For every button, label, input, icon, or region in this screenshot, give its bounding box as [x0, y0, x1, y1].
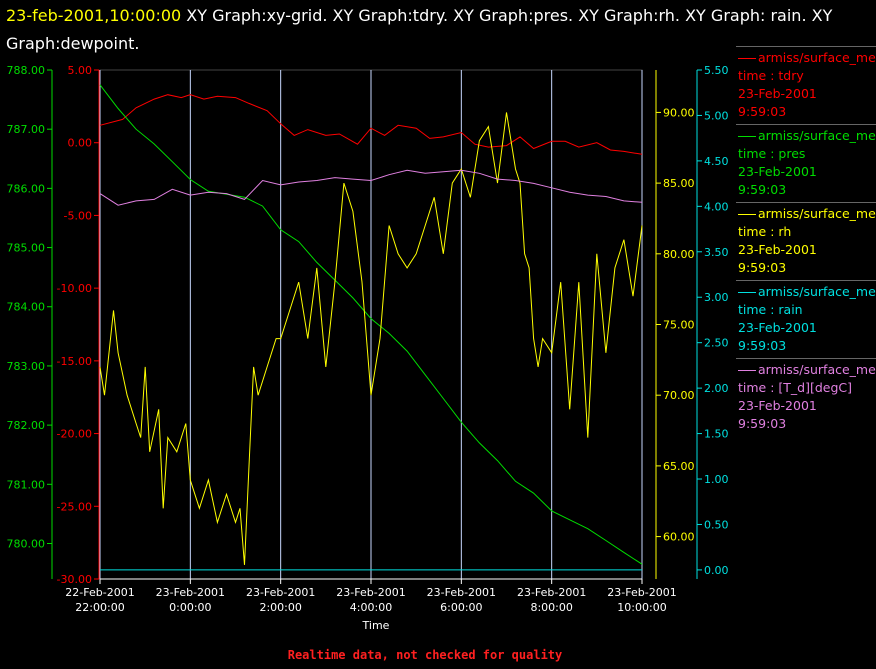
legend-swatch [738, 214, 756, 215]
rh-tick-label: 80.00 [663, 248, 695, 261]
pres-tick-label: 780.00 [7, 537, 46, 550]
series-t-d-degc [99, 169, 643, 206]
legend-line2: time : rh [738, 224, 792, 239]
legend-source-text: armiss/surface_me [758, 206, 876, 221]
rh-tick-label: 65.00 [663, 460, 695, 473]
pres-tick-label: 782.00 [7, 419, 46, 432]
x-tick-label: 8:00:00 [530, 601, 572, 614]
xy-graph: 22-Feb-2001 22:00:00 23-Feb-2001 0:00:00 23-… [7, 64, 729, 632]
pres-tick-label: 781.00 [7, 478, 46, 491]
temp-tick-label: 5.00 [68, 64, 93, 77]
rh-tick-label: 75.00 [663, 319, 695, 332]
legend-line3: 23-Feb-2001 [738, 242, 817, 257]
legend-swatch [738, 58, 756, 59]
legend-line2: time : [T_d][degC] [738, 380, 853, 395]
legend-source-text: armiss/surface_me [758, 50, 876, 65]
pres-tick-label: 784.00 [7, 301, 46, 314]
pres-tick-label: 788.00 [7, 64, 46, 77]
legend-source-text: armiss/surface_me [758, 128, 876, 143]
x-tick-label: 23-Feb-2001 [427, 586, 496, 599]
rh-tick-label: 60.00 [663, 531, 695, 544]
legend-line2: time : rain [738, 302, 803, 317]
x-tick-label: 4:00:00 [350, 601, 392, 614]
legend-source: armiss/surface_me [738, 49, 876, 67]
legend-source: armiss/surface_me [738, 205, 876, 223]
x-tick-label: 23-Feb-2001 [517, 586, 586, 599]
legend-line4: 9:59:03 [738, 104, 787, 119]
x-tick-label: 2:00:00 [259, 601, 301, 614]
rain-tick-label: 3.50 [704, 246, 729, 259]
legend-source: armiss/surface_me [738, 127, 876, 145]
temp-tick-label: 0.00 [68, 137, 93, 150]
x-tick-label: 0:00:00 [169, 601, 211, 614]
pres-tick-label: 786.00 [7, 182, 46, 195]
pres-tick-label: 787.00 [7, 123, 46, 136]
legend-line4: 9:59:03 [738, 260, 787, 275]
quality-notice: Realtime data, not checked for quality [287, 648, 563, 662]
temp-tick-label: -20.00 [57, 428, 92, 441]
legend-line4: 9:59:03 [738, 416, 787, 431]
legend-line3: 23-Feb-2001 [738, 86, 817, 101]
legend-source: armiss/surface_me [738, 283, 876, 301]
x-tick-label: 22-Feb-2001 [65, 586, 134, 599]
legend-line4: 9:59:03 [738, 338, 787, 353]
rh-tick-label: 85.00 [663, 177, 695, 190]
rain-tick-label: 2.00 [704, 382, 729, 395]
rain-tick-label: 5.50 [704, 64, 729, 77]
temp-tick-label: -25.00 [57, 500, 92, 513]
legend-line2: time : tdry [738, 68, 804, 83]
legend-swatch [738, 370, 756, 371]
rain-tick-label: 0.00 [704, 564, 729, 577]
legend: armiss/surface_me time : tdry 23-Feb-2001 9… [736, 46, 876, 436]
rain-tick-label: 1.00 [704, 473, 729, 486]
temp-tick-label: -10.00 [57, 282, 92, 295]
x-axis-label: Time [362, 619, 390, 632]
series-rh [99, 112, 643, 565]
x-tick-label: 22:00:00 [75, 601, 124, 614]
legend-line3: 23-Feb-2001 [738, 320, 817, 335]
series-tdry [99, 94, 643, 155]
temp-tick-label: -15.00 [57, 355, 92, 368]
x-tick-label: 6:00:00 [440, 601, 482, 614]
rain-tick-label: 1.50 [704, 428, 729, 441]
pres-tick-label: 783.00 [7, 360, 46, 373]
legend-source-text: armiss/surface_me [758, 362, 876, 377]
rain-tick-label: 5.00 [704, 109, 729, 122]
legend-line3: 23-Feb-2001 [738, 398, 817, 413]
rain-tick-label: 4.50 [704, 155, 729, 168]
rain-tick-label: 0.50 [704, 518, 729, 531]
rain-tick-label: 2.50 [704, 337, 729, 350]
rh-tick-label: 70.00 [663, 389, 695, 402]
pres-tick-label: 785.00 [7, 242, 46, 255]
x-tick-label: 10:00:00 [617, 601, 666, 614]
temp-tick-label: -30.00 [57, 573, 92, 586]
x-tick-label: 23-Feb-2001 [607, 586, 676, 599]
legend-line4: 9:59:03 [738, 182, 787, 197]
x-tick-label: 23-Feb-2001 [336, 586, 405, 599]
legend-line3: 23-Feb-2001 [738, 164, 817, 179]
graph-title: 23-feb-2001,10:00:00 XY Graph:xy-grid. X… [6, 2, 856, 58]
legend-line2: time : pres [738, 146, 806, 161]
series-pres [99, 84, 643, 565]
legend-source-text: armiss/surface_me [758, 284, 876, 299]
rh-tick-label: 90.00 [663, 106, 695, 119]
x-tick-label: 23-Feb-2001 [156, 586, 225, 599]
temp-tick-label: -5.00 [64, 209, 92, 222]
title-timestamp: 23-feb-2001,10:00:00 [6, 6, 182, 25]
x-tick-label: 23-Feb-2001 [246, 586, 315, 599]
legend-swatch [738, 292, 756, 293]
title-graph-list: XY Graph:xy-grid. XY Graph:tdry. XY Grap… [6, 6, 833, 53]
legend-source: armiss/surface_me [738, 361, 876, 379]
legend-swatch [738, 136, 756, 137]
rain-tick-label: 3.00 [704, 291, 729, 304]
rain-tick-label: 4.00 [704, 200, 729, 213]
